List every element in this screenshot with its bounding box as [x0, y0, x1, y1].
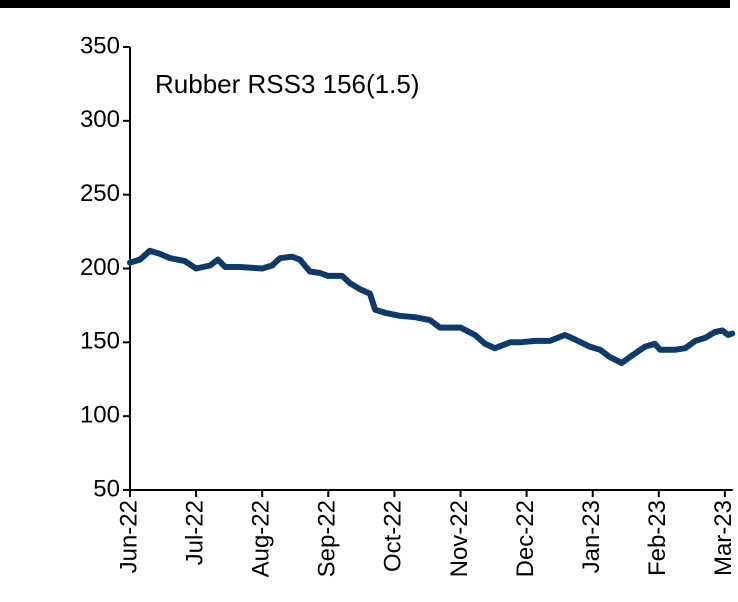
- x-tick-label: Nov-22: [446, 500, 473, 577]
- x-tick-label: Feb-23: [644, 500, 671, 576]
- x-tick-label: Jun-22: [115, 500, 142, 573]
- y-tick-label: 50: [93, 475, 120, 502]
- y-tick-label: 100: [80, 402, 120, 429]
- x-tick-label: Aug-22: [248, 500, 275, 577]
- y-tick-label: 350: [80, 32, 120, 59]
- y-tick-label: 300: [80, 106, 120, 133]
- x-tick-label: Oct-22: [380, 500, 407, 572]
- chart-title: Rubber RSS3 156(1.5): [155, 69, 419, 99]
- x-tick-label: Jul-22: [181, 500, 208, 565]
- x-tick-label: Dec-22: [512, 500, 539, 577]
- x-tick-label: Sep-22: [314, 500, 341, 577]
- y-tick-label: 250: [80, 180, 120, 207]
- y-tick-label: 150: [80, 328, 120, 355]
- line-series: [127, 247, 736, 366]
- top-bar: [0, 0, 730, 8]
- x-tick-label: Jan-23: [578, 500, 605, 573]
- y-tick-label: 200: [80, 254, 120, 281]
- x-tick-label: Mar-23: [710, 500, 737, 576]
